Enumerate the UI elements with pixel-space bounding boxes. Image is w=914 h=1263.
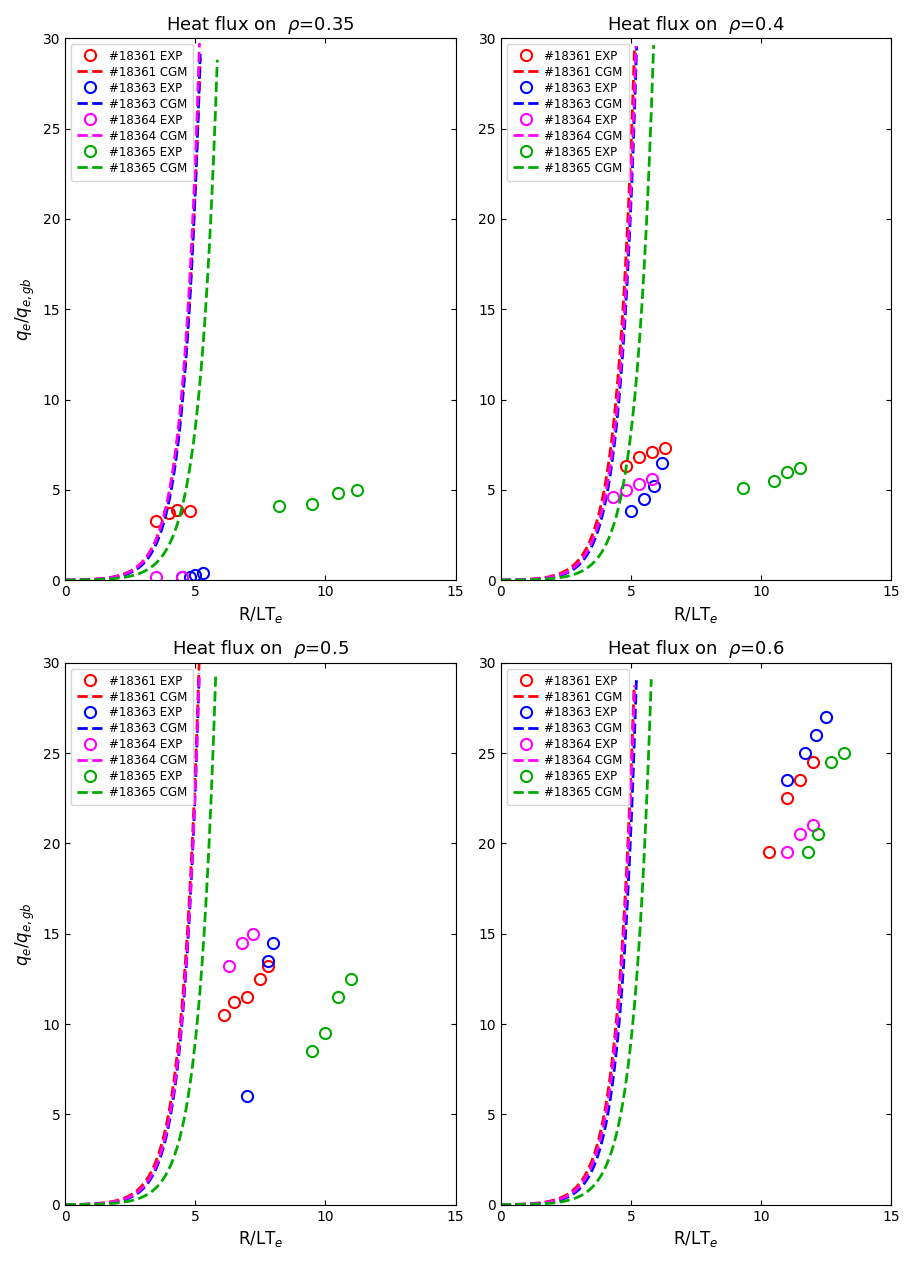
- Y-axis label: $q_e/q_{e,gb}$: $q_e/q_{e,gb}$: [14, 278, 37, 341]
- X-axis label: R/LT$_e$: R/LT$_e$: [674, 1229, 718, 1249]
- X-axis label: R/LT$_e$: R/LT$_e$: [238, 1229, 283, 1249]
- X-axis label: R/LT$_e$: R/LT$_e$: [238, 605, 283, 625]
- Title: Heat flux on  $\rho$=0.35: Heat flux on $\rho$=0.35: [166, 14, 355, 35]
- Legend: #18361 EXP, #18361 CGM, #18363 EXP, #18363 CGM, #18364 EXP, #18364 CGM, #18365 E: #18361 EXP, #18361 CGM, #18363 EXP, #183…: [506, 668, 629, 805]
- Title: Heat flux on  $\rho$=0.4: Heat flux on $\rho$=0.4: [607, 14, 785, 35]
- Legend: #18361 EXP, #18361 CGM, #18363 EXP, #18363 CGM, #18364 EXP, #18364 CGM, #18365 E: #18361 EXP, #18361 CGM, #18363 EXP, #183…: [71, 44, 193, 181]
- X-axis label: R/LT$_e$: R/LT$_e$: [674, 605, 718, 625]
- Y-axis label: $q_e/q_{e,gb}$: $q_e/q_{e,gb}$: [14, 902, 37, 966]
- Title: Heat flux on  $\rho$=0.5: Heat flux on $\rho$=0.5: [172, 638, 349, 661]
- Legend: #18361 EXP, #18361 CGM, #18363 EXP, #18363 CGM, #18364 EXP, #18364 CGM, #18365 E: #18361 EXP, #18361 CGM, #18363 EXP, #183…: [71, 668, 193, 805]
- Title: Heat flux on  $\rho$=0.6: Heat flux on $\rho$=0.6: [608, 638, 785, 661]
- Legend: #18361 EXP, #18361 CGM, #18363 EXP, #18363 CGM, #18364 EXP, #18364 CGM, #18365 E: #18361 EXP, #18361 CGM, #18363 EXP, #183…: [506, 44, 629, 181]
